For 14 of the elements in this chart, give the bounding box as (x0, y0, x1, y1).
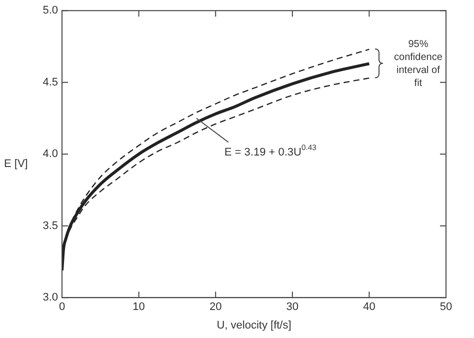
x-tick-label: 20 (209, 301, 222, 314)
x-axis-title: U, velocity [ft/s] (216, 319, 292, 332)
x-tick-label: 30 (286, 301, 299, 314)
x-tick-label: 40 (363, 301, 376, 314)
y-axis-title: E [V] (4, 158, 28, 170)
x-tick-label: 50 (440, 301, 452, 314)
y-tick-label: 3.0 (42, 292, 58, 304)
x-tick-label: 10 (132, 301, 145, 314)
annotation: 95% confidence interval of fit (394, 38, 443, 89)
y-tick-label: 5.0 (42, 4, 58, 17)
y-tick-label: 3.5 (42, 220, 58, 232)
x-tick-label: 0 (58, 301, 66, 314)
y-tick-label: 4.0 (42, 148, 58, 160)
y-tick-label: 4.5 (42, 76, 58, 88)
